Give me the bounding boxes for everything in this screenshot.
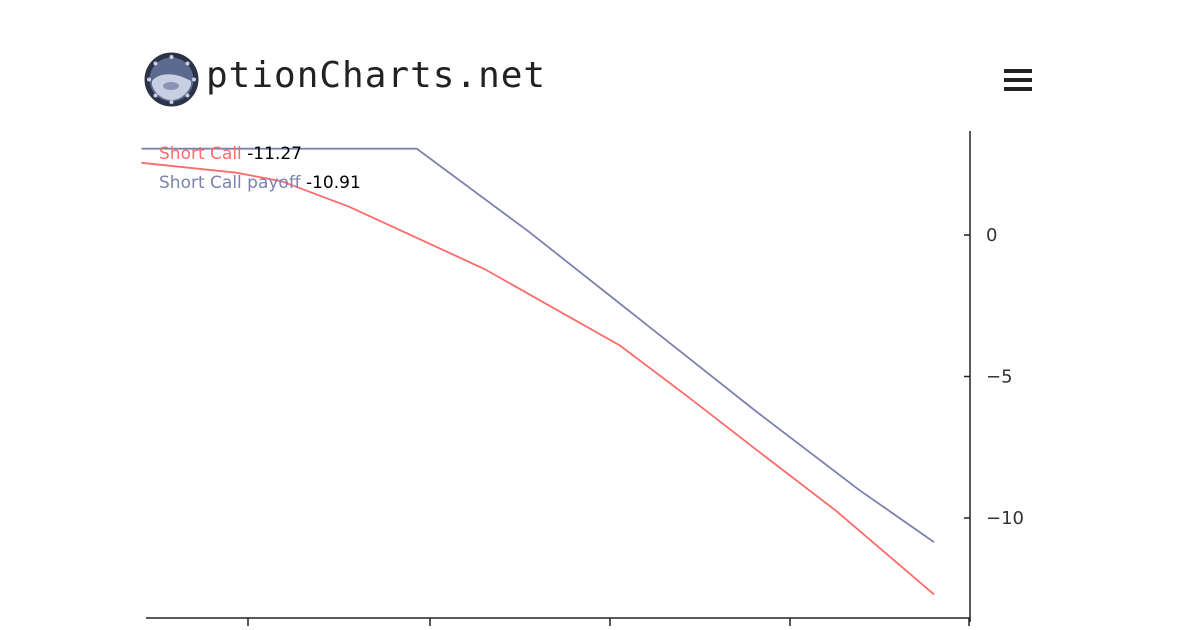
legend-value: -11.27 — [247, 144, 302, 164]
chart-legend: Short Call -11.27 Short Call payoff -10.… — [159, 140, 361, 198]
y-tick-label: −5 — [986, 367, 1013, 388]
site-header: ptionCharts.net — [0, 0, 1201, 120]
brand-name[interactable]: ptionCharts.net — [206, 55, 547, 96]
y-ticks: 0 −5 −10 — [964, 225, 1024, 529]
legend-value: -10.91 — [305, 173, 361, 193]
menu-button[interactable] — [1004, 66, 1036, 96]
series-lines — [141, 147, 935, 596]
x-ticks — [247, 618, 970, 626]
y-tick-label: 0 — [986, 225, 997, 246]
legend-item-short-call-payoff: Short Call payoff -10.91 — [159, 169, 361, 198]
legend-item-short-call: Short Call -11.27 — [159, 140, 361, 169]
series-line-short-call — [141, 161, 935, 596]
legend-label: Short Call payoff — [159, 173, 301, 193]
y-tick-label: −10 — [986, 508, 1024, 529]
porthole-logo-icon[interactable] — [143, 51, 200, 108]
legend-label: Short Call — [159, 144, 242, 164]
series-line-short-call-payoff — [141, 147, 935, 543]
